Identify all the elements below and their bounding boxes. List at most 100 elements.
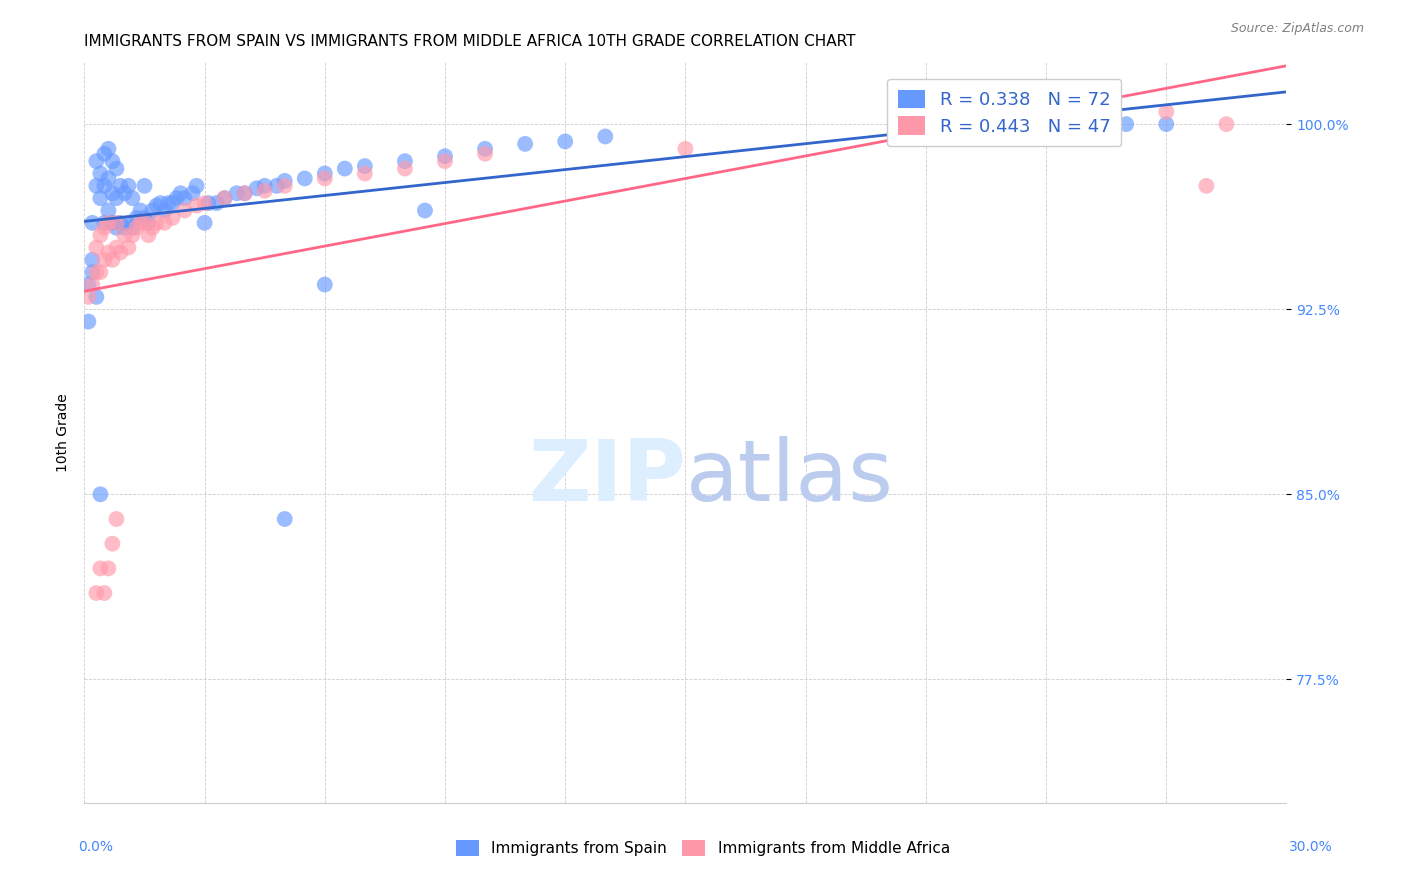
Immigrants from Spain <box>205 196 228 211</box>
Immigrants from Spain <box>97 203 120 218</box>
Immigrants from Middle Africa <box>1215 117 1237 131</box>
Immigrants from Middle Africa <box>153 216 176 230</box>
Immigrants from Spain <box>153 203 176 218</box>
Immigrants from Middle Africa <box>110 245 132 260</box>
Immigrants from Spain <box>134 211 156 225</box>
Text: 30.0%: 30.0% <box>1288 840 1333 855</box>
Immigrants from Middle Africa <box>274 178 297 193</box>
Immigrants from Spain <box>166 191 188 205</box>
Immigrants from Spain <box>225 186 247 201</box>
Immigrants from Spain <box>77 314 100 328</box>
Immigrants from Middle Africa <box>89 228 111 243</box>
Immigrants from Middle Africa <box>162 211 184 225</box>
Immigrants from Middle Africa <box>138 228 160 243</box>
Immigrants from Spain <box>89 487 111 501</box>
Immigrants from Spain <box>117 178 139 193</box>
Immigrants from Spain <box>266 178 288 193</box>
Immigrants from Spain <box>86 290 108 304</box>
Immigrants from Middle Africa <box>354 166 377 180</box>
Immigrants from Middle Africa <box>233 186 256 201</box>
Immigrants from Spain <box>354 159 377 173</box>
Immigrants from Middle Africa <box>89 561 111 575</box>
Immigrants from Spain <box>77 277 100 292</box>
Immigrants from Spain <box>86 154 108 169</box>
Immigrants from Spain <box>186 178 208 193</box>
Immigrants from Spain <box>141 203 163 218</box>
Immigrants from Spain <box>394 154 416 169</box>
Immigrants from Middle Africa <box>1195 178 1218 193</box>
Immigrants from Middle Africa <box>82 277 104 292</box>
Immigrants from Middle Africa <box>186 198 208 212</box>
Immigrants from Spain <box>434 149 457 163</box>
Immigrants from Middle Africa <box>114 228 135 243</box>
Immigrants from Spain <box>253 178 276 193</box>
Immigrants from Middle Africa <box>394 161 416 176</box>
Immigrants from Spain <box>149 196 172 211</box>
Immigrants from Spain <box>101 186 124 201</box>
Immigrants from Spain <box>114 220 135 235</box>
Immigrants from Middle Africa <box>101 252 124 267</box>
Text: Source: ZipAtlas.com: Source: ZipAtlas.com <box>1230 22 1364 36</box>
Immigrants from Spain <box>101 216 124 230</box>
Immigrants from Spain <box>214 191 236 205</box>
Immigrants from Spain <box>314 166 336 180</box>
Immigrants from Spain <box>129 203 152 218</box>
Immigrants from Spain <box>274 174 297 188</box>
Immigrants from Spain <box>89 191 111 205</box>
Text: 0.0%: 0.0% <box>79 840 112 855</box>
Immigrants from Middle Africa <box>89 265 111 279</box>
Immigrants from Spain <box>246 181 269 195</box>
Immigrants from Spain <box>121 220 143 235</box>
Immigrants from Middle Africa <box>214 191 236 205</box>
Immigrants from Spain <box>169 186 191 201</box>
Text: atlas: atlas <box>686 435 893 518</box>
Immigrants from Middle Africa <box>105 216 128 230</box>
Immigrants from Spain <box>333 161 356 176</box>
Immigrants from Spain <box>1115 117 1137 131</box>
Immigrants from Spain <box>93 146 115 161</box>
Immigrants from Spain <box>474 142 496 156</box>
Immigrants from Spain <box>134 178 156 193</box>
Immigrants from Spain <box>233 186 256 201</box>
Immigrants from Middle Africa <box>117 240 139 254</box>
Immigrants from Middle Africa <box>314 171 336 186</box>
Immigrants from Spain <box>274 512 297 526</box>
Immigrants from Middle Africa <box>97 561 120 575</box>
Immigrants from Spain <box>145 198 167 212</box>
Immigrants from Middle Africa <box>1156 104 1178 119</box>
Immigrants from Middle Africa <box>173 203 195 218</box>
Immigrants from Spain <box>97 142 120 156</box>
Immigrants from Middle Africa <box>86 586 108 600</box>
Immigrants from Spain <box>110 178 132 193</box>
Immigrants from Spain <box>110 216 132 230</box>
Immigrants from Spain <box>89 166 111 180</box>
Immigrants from Middle Africa <box>97 245 120 260</box>
Legend: Immigrants from Spain, Immigrants from Middle Africa: Immigrants from Spain, Immigrants from M… <box>450 834 956 862</box>
Legend: R = 0.338   N = 72, R = 0.443   N = 47: R = 0.338 N = 72, R = 0.443 N = 47 <box>887 78 1121 146</box>
Immigrants from Middle Africa <box>93 586 115 600</box>
Immigrants from Spain <box>93 216 115 230</box>
Immigrants from Spain <box>515 136 537 151</box>
Immigrants from Middle Africa <box>194 196 217 211</box>
Immigrants from Middle Africa <box>141 220 163 235</box>
Immigrants from Spain <box>181 186 204 201</box>
Immigrants from Middle Africa <box>675 142 697 156</box>
Immigrants from Spain <box>105 220 128 235</box>
Immigrants from Middle Africa <box>77 290 100 304</box>
Immigrants from Spain <box>121 191 143 205</box>
Immigrants from Spain <box>117 216 139 230</box>
Immigrants from Middle Africa <box>101 536 124 550</box>
Immigrants from Spain <box>82 216 104 230</box>
Immigrants from Middle Africa <box>145 216 167 230</box>
Immigrants from Middle Africa <box>474 146 496 161</box>
Immigrants from Spain <box>1156 117 1178 131</box>
Immigrants from Spain <box>157 196 180 211</box>
Immigrants from Spain <box>294 171 316 186</box>
Immigrants from Spain <box>197 196 219 211</box>
Immigrants from Spain <box>413 203 436 218</box>
Immigrants from Middle Africa <box>97 216 120 230</box>
Immigrants from Middle Africa <box>93 252 115 267</box>
Immigrants from Middle Africa <box>434 154 457 169</box>
Immigrants from Middle Africa <box>86 265 108 279</box>
Immigrants from Spain <box>86 178 108 193</box>
